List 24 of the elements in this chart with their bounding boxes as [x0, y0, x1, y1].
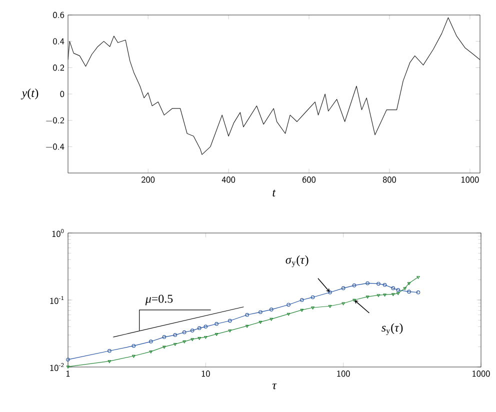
- annotation: σ$_{y}$(τ): [286, 255, 308, 268]
- y-tick-label: 10$^{0}$: [52, 228, 64, 238]
- x-tick-label: 1000: [472, 370, 490, 377]
- y-tick-label: 0.2: [53, 64, 64, 71]
- x-axis-title: τ: [272, 384, 277, 390]
- y-tick-label: 0.4: [53, 38, 64, 44]
- annotation: s$_{y}$(τ): [382, 323, 403, 336]
- y-axis-title: y(t): [20, 88, 38, 100]
- x-tick-label: 200: [142, 176, 155, 183]
- x-axis-title: t: [272, 190, 276, 196]
- y-tick-label: −0.4: [46, 144, 64, 150]
- x-tick-label: 10: [202, 370, 210, 377]
- annotation: μ=0.5: [145, 294, 173, 306]
- x-tick-label: 1000: [462, 176, 479, 183]
- x-tick-label: 800: [382, 176, 396, 183]
- x-tick-label: 600: [302, 176, 316, 183]
- y-tick-label: 0.6: [53, 12, 64, 18]
- x-tick-label: 100: [337, 370, 350, 377]
- x-tick-label: 400: [222, 176, 236, 183]
- y-tick-label: 10$^{-2}$: [50, 362, 64, 372]
- y-tick-label: −0.2: [46, 117, 64, 124]
- y-tick-label: 10$^{-1}$: [50, 296, 64, 304]
- y-tick-label: 0: [60, 90, 64, 98]
- x-tick-label: 1: [66, 370, 70, 377]
